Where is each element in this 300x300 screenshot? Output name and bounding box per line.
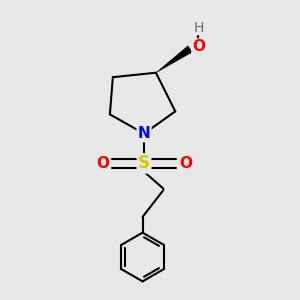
Text: S: S — [138, 154, 150, 172]
Text: O: O — [96, 156, 109, 171]
Text: O: O — [192, 39, 205, 54]
Text: N: N — [138, 126, 150, 141]
Polygon shape — [156, 46, 192, 73]
Text: O: O — [179, 156, 192, 171]
Text: H: H — [193, 20, 204, 34]
